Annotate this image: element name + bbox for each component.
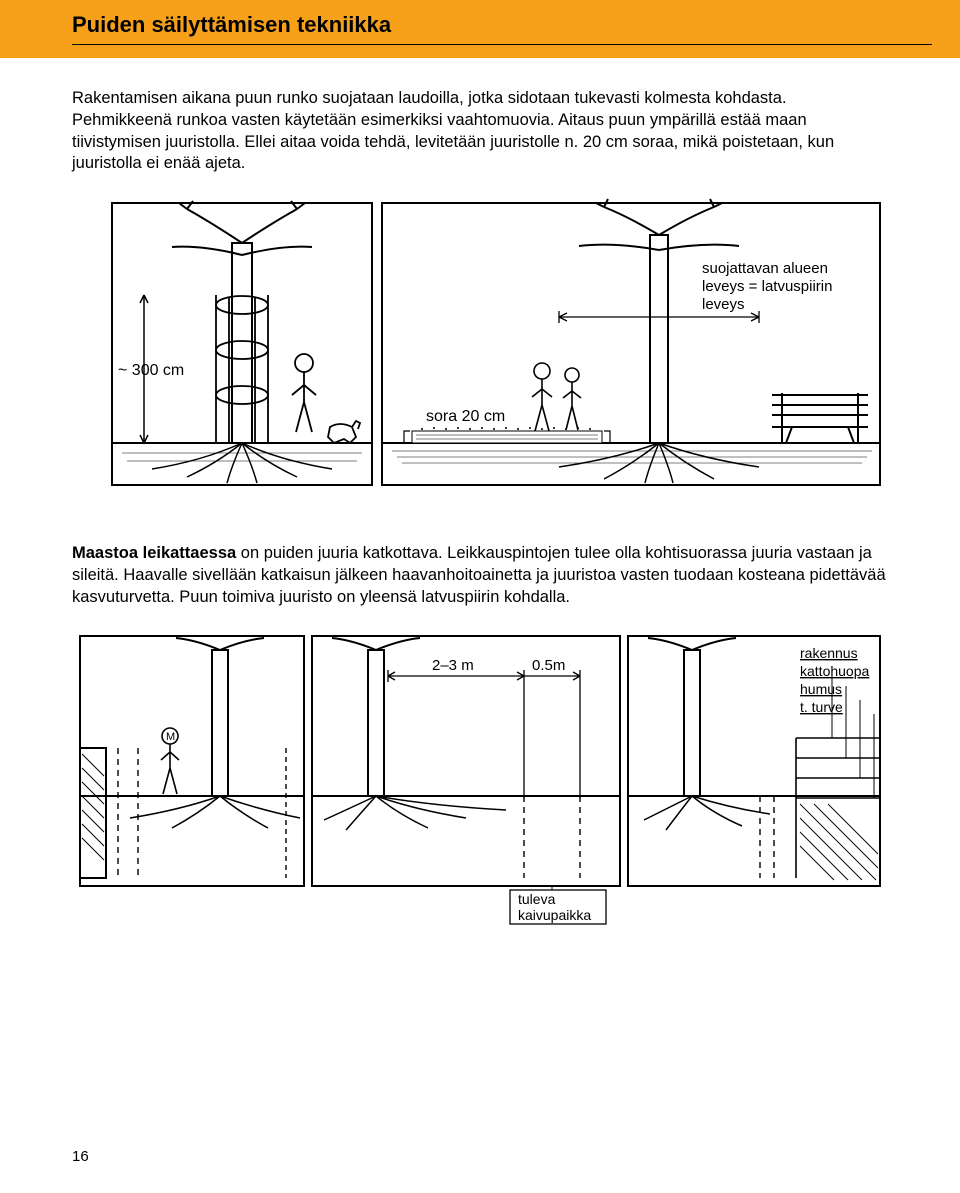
dist-label-2: 0.5m xyxy=(532,657,565,674)
gravel-label: sora 20 cm xyxy=(426,408,505,425)
figure-tree-protection: ~ 300 cm xyxy=(72,195,888,515)
layer-label-1: rakennus xyxy=(800,645,858,661)
person-m-label: M xyxy=(166,731,175,743)
canopy-label-3: leveys xyxy=(702,296,745,313)
canopy-label-1: suojattavan alueen xyxy=(702,260,828,277)
header-bar: Puiden säilyttämisen tekniikka xyxy=(0,0,960,60)
content-area: Rakentamisen aikana puun runko suojataan… xyxy=(0,60,960,928)
paragraph-2: Maastoa leikattaessa on puiden juuria ka… xyxy=(72,543,888,608)
page-number: 16 xyxy=(72,1148,89,1165)
trench-label-2: kaivupaikka xyxy=(518,907,591,923)
paragraph-1: Rakentamisen aikana puun runko suojataan… xyxy=(72,88,888,175)
layer-label-2: kattohuopa xyxy=(800,663,869,679)
dist-label-1: 2–3 m xyxy=(432,657,474,674)
trench-label-1: tuleva xyxy=(518,891,556,907)
canopy-label-2: leveys = latvuspiirin xyxy=(702,278,832,295)
page-title: Puiden säilyttämisen tekniikka xyxy=(72,12,391,37)
layer-label-4: t. turve xyxy=(800,699,843,715)
header-bar-inner: Puiden säilyttämisen tekniikka xyxy=(72,12,932,45)
figure-root-cutting: M xyxy=(72,628,888,928)
para2-bold: Maastoa leikattaessa xyxy=(72,544,236,562)
layer-label-3: humus xyxy=(800,681,842,697)
height-label: ~ 300 cm xyxy=(118,362,184,379)
